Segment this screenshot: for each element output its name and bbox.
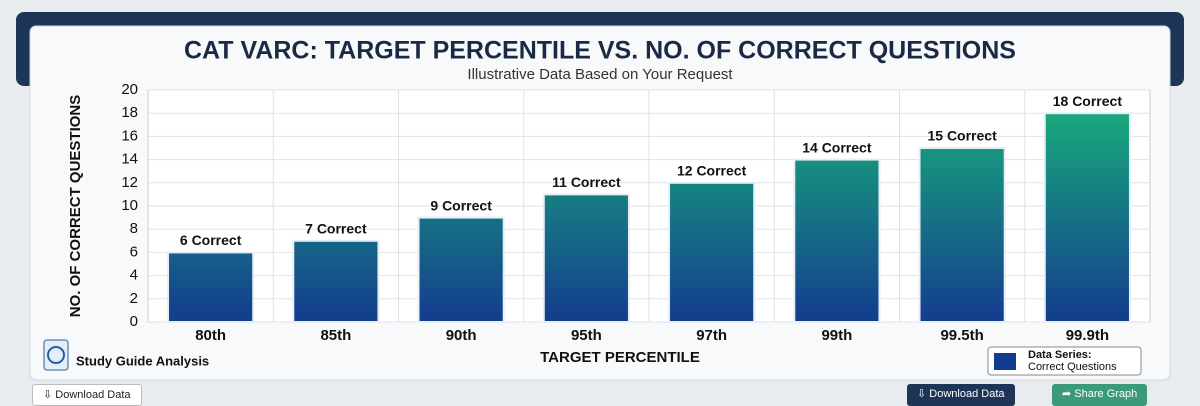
bar bbox=[1043, 112, 1131, 323]
y-tick-label: 8 bbox=[130, 220, 138, 237]
x-tick-label: 80th bbox=[195, 327, 226, 344]
y-tick-label: 16 bbox=[121, 127, 138, 144]
y-axis-label: NO. OF CORRECT QUESTIONS bbox=[67, 95, 84, 318]
bar bbox=[793, 158, 881, 323]
bar bbox=[542, 193, 630, 323]
bar bbox=[668, 181, 756, 323]
data-label: 18 Correct bbox=[1053, 93, 1123, 109]
badge: Study Guide Analysis bbox=[43, 339, 209, 371]
y-tick-label: 20 bbox=[121, 81, 138, 98]
x-tick-label: 99.5th bbox=[940, 327, 983, 344]
badge-text: Study Guide Analysis bbox=[76, 353, 209, 368]
x-axis-label: TARGET PERCENTILE bbox=[540, 349, 700, 366]
legend: Data Series: Correct Questions bbox=[987, 346, 1142, 376]
data-label: 7 Correct bbox=[305, 221, 367, 237]
data-label: 12 Correct bbox=[677, 163, 747, 179]
y-tick-label: 12 bbox=[121, 174, 138, 191]
chart-subtitle: Illustrative Data Based on Your Request bbox=[467, 66, 733, 83]
bar bbox=[292, 239, 380, 323]
bar bbox=[417, 216, 505, 324]
chart: CAT VARC: TARGET PERCENTILE VS. NO. OF C… bbox=[16, 12, 1184, 381]
badge-icon-compass bbox=[47, 346, 65, 364]
x-tick-label: 97th bbox=[696, 327, 727, 344]
bar bbox=[918, 147, 1006, 323]
badge-icon bbox=[43, 339, 69, 371]
bar bbox=[167, 251, 255, 323]
download-button[interactable]: ⇩ Download Data bbox=[32, 384, 142, 406]
legend-title: Data Series: bbox=[1028, 349, 1092, 361]
data-label: 6 Correct bbox=[180, 232, 242, 248]
y-tick-label: 6 bbox=[130, 243, 138, 260]
y-tick-label: 18 bbox=[121, 104, 138, 121]
share-button[interactable]: ➦ Share Graph bbox=[1052, 384, 1148, 406]
chart-title: CAT VARC: TARGET PERCENTILE VS. NO. OF C… bbox=[184, 37, 1016, 65]
button-text: Download Data bbox=[55, 389, 131, 401]
button-text: Download Data bbox=[929, 388, 1005, 400]
data-label: 9 Correct bbox=[430, 197, 492, 213]
x-tick-label: 90th bbox=[446, 327, 477, 344]
data-label: 15 Correct bbox=[927, 128, 997, 144]
y-tick-label: 4 bbox=[130, 267, 138, 284]
y-tick-label: 2 bbox=[130, 290, 138, 307]
x-tick-label: 99.9th bbox=[1066, 327, 1109, 344]
x-tick-label: 95th bbox=[571, 327, 602, 344]
legend-box bbox=[987, 346, 1142, 376]
legend-swatch bbox=[994, 353, 1016, 370]
y-tick-label: 10 bbox=[121, 197, 138, 214]
y-tick-label: 0 bbox=[130, 313, 138, 330]
data-label: 11 Correct bbox=[552, 174, 621, 190]
button-text: Share Graph bbox=[1074, 388, 1138, 400]
legend-entry: Correct Questions bbox=[1028, 361, 1117, 373]
x-tick-label: 99th bbox=[821, 327, 852, 344]
y-tick-label: 14 bbox=[121, 151, 138, 168]
download-button[interactable]: ⇩ Download Data bbox=[907, 384, 1015, 406]
x-tick-label: 85th bbox=[320, 327, 351, 344]
data-label: 14 Correct bbox=[802, 139, 872, 155]
